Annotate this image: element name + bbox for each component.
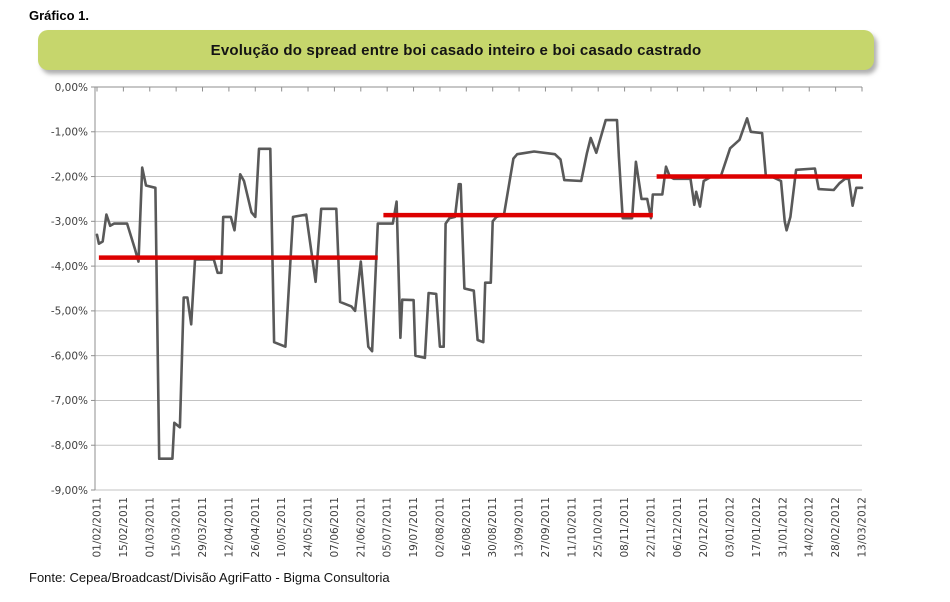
y-axis-label: -7,00%: [51, 395, 88, 407]
x-axis-label: 27/09/2011: [540, 497, 552, 558]
x-axis-label: 13/09/2011: [514, 497, 526, 558]
y-axis-label: -9,00%: [51, 485, 88, 497]
y-axis-label: -8,00%: [51, 440, 88, 452]
x-axis-label: 21/06/2011: [355, 497, 367, 558]
series-line: [95, 117, 864, 461]
x-axis-label: 12/04/2011: [223, 497, 235, 558]
x-axis-label: 05/07/2011: [382, 497, 394, 558]
x-axis-labels: 01/02/2011 15/02/2011 01/03/2011 15/03/2011…: [92, 87, 869, 558]
x-axis-label: 31/01/2012: [777, 497, 789, 558]
x-axis-label: 11/10/2011: [566, 497, 578, 558]
y-axis-label: -1,00%: [51, 127, 88, 139]
x-axis-label: 20/12/2011: [698, 497, 710, 558]
x-axis-label: 13/03/2012: [857, 497, 869, 558]
chart-title-bar: Evolução do spread entre boi casado inte…: [38, 30, 874, 70]
x-axis-label: 26/04/2011: [250, 497, 262, 558]
y-axis-label: -3,00%: [51, 216, 88, 228]
x-axis-label: 28/02/2012: [830, 497, 842, 558]
x-axis-label: 14/02/2012: [804, 497, 816, 558]
y-axis-label: -2,00%: [51, 171, 88, 183]
x-axis-label: 01/02/2011: [92, 497, 104, 558]
x-axis-label: 19/07/2011: [408, 497, 420, 558]
x-axis-label: 15/03/2011: [171, 497, 183, 558]
x-axis-label: 08/11/2011: [619, 497, 631, 558]
x-axis-label: 29/03/2011: [197, 497, 209, 558]
chart-title: Evolução do spread entre boi casado inte…: [210, 41, 702, 59]
y-axis-label: 0,00%: [55, 82, 88, 94]
x-axis-label: 16/08/2011: [461, 497, 473, 558]
mean-reference-lines: [98, 174, 862, 260]
source-note: Fonte: Cepea/Broadcast/Divisão AgriFatto…: [29, 570, 390, 585]
x-axis-label: 17/01/2012: [751, 497, 763, 558]
x-axis-label: 03/01/2012: [725, 497, 737, 558]
x-axis-label: 10/05/2011: [276, 497, 288, 558]
x-axis-label: 15/02/2011: [118, 497, 130, 558]
x-axis-label: 22/11/2011: [645, 497, 657, 558]
gridlines: [91, 86, 862, 491]
y-axis-label: -4,00%: [51, 261, 88, 273]
x-axis-label: 07/06/2011: [329, 497, 341, 558]
x-axis-label: 01/03/2011: [144, 497, 156, 558]
y-axis-labels: 0,00% -1,00% -2,00% -3,00% -4,00% -5,00% -6,00…: [51, 82, 88, 497]
x-axis-label: 25/10/2011: [593, 497, 605, 558]
x-axis-label: 30/08/2011: [487, 497, 499, 558]
figure-label: Gráfico 1.: [29, 8, 89, 23]
x-axis-label: 06/12/2011: [672, 497, 684, 558]
y-axis-label: -6,00%: [51, 350, 88, 362]
x-axis-label: 02/08/2011: [434, 497, 446, 558]
x-axis-label: 24/05/2011: [303, 497, 315, 558]
y-axis-label: -5,00%: [51, 306, 88, 318]
